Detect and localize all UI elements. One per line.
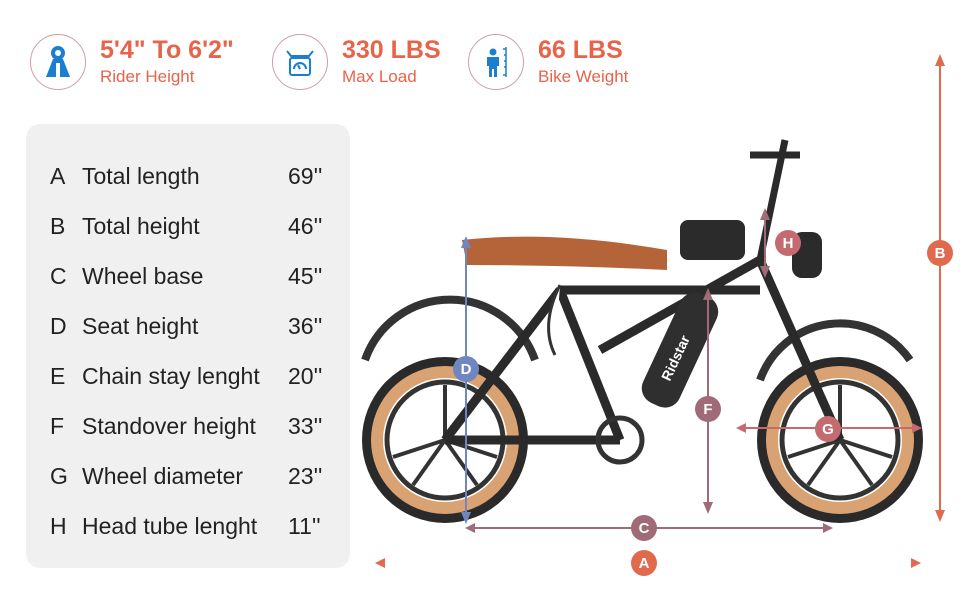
spec-value: 69'' [288,162,323,189]
spec-value: 33'' [288,412,323,439]
spec-value: 46'' [288,212,323,239]
svg-text:A: A [639,555,650,572]
svg-text:H: H [783,235,794,252]
spec-value: 20'' [288,362,323,389]
stat-label: Bike Weight [538,67,629,86]
stat-value: 5'4" To 6'2" [100,36,234,64]
stat-bike-weight: 66 LBS Bike Weight [468,34,628,90]
stat-value: 66 LBS [538,36,623,64]
dimension-b [935,54,945,522]
stat-max-load: 330 LBS Max Load [272,34,441,90]
marker-f: F [695,396,721,422]
spec-name: Head tube lenght [82,512,258,539]
spec-key: E [50,362,66,389]
spec-row: H Head tube lenght 11'' [26,506,350,546]
spec-table: A Total length 69'' B Total height 46'' C Whe… [26,124,350,568]
marker-a: A [631,550,657,576]
stat-value: 330 LBS [342,36,441,64]
spec-row: B Total height 46'' [26,206,350,246]
spec-key: C [50,262,67,289]
spec-row: C Wheel base 45'' [26,256,350,296]
svg-text:F: F [703,401,712,418]
scale-icon [272,34,328,90]
spec-value: 36'' [288,312,323,339]
spec-key: G [50,462,68,489]
marker-g: G [815,416,841,442]
svg-text:C: C [639,520,650,537]
spec-value: 23'' [288,462,323,489]
spec-row: A Total length 69'' [26,156,350,196]
spec-key: H [50,512,67,539]
spec-value: 11'' [288,512,321,539]
spec-key: A [50,162,66,189]
spec-value: 45'' [288,262,323,289]
spec-row: E Chain stay lenght 20'' [26,356,350,396]
spec-key: F [50,412,65,439]
spec-name: Standover height [82,412,256,439]
spec-row: G Wheel diameter 23'' [26,456,350,496]
spec-key: D [50,312,67,339]
spec-name: Total length [82,162,200,189]
rider-height-icon [30,34,86,90]
spec-row: D Seat height 36'' [26,306,350,346]
svg-text:D: D [461,361,472,378]
spec-name: Seat height [82,312,199,339]
spec-name: Wheel diameter [82,462,244,489]
bike: Ridstar [361,139,923,523]
stat-label: Max Load [342,67,417,86]
marker-c: C [631,515,657,541]
spec-name: Chain stay lenght [82,362,260,389]
marker-b: B [927,240,953,266]
spec-name: Wheel base [82,262,204,289]
spec-name: Total height [82,212,200,239]
stat-rider-height: 5'4" To 6'2" Rider Height [30,34,234,90]
spec-row: F Standover height 33'' [26,406,350,446]
svg-text:G: G [822,421,834,438]
svg-text:B: B [935,245,946,262]
spec-key: B [50,212,66,239]
marker-h: H [775,230,801,256]
stat-label: Rider Height [100,67,195,86]
dimension-h [760,208,770,278]
marker-d: D [453,356,479,382]
person-ruler-icon [468,34,524,90]
